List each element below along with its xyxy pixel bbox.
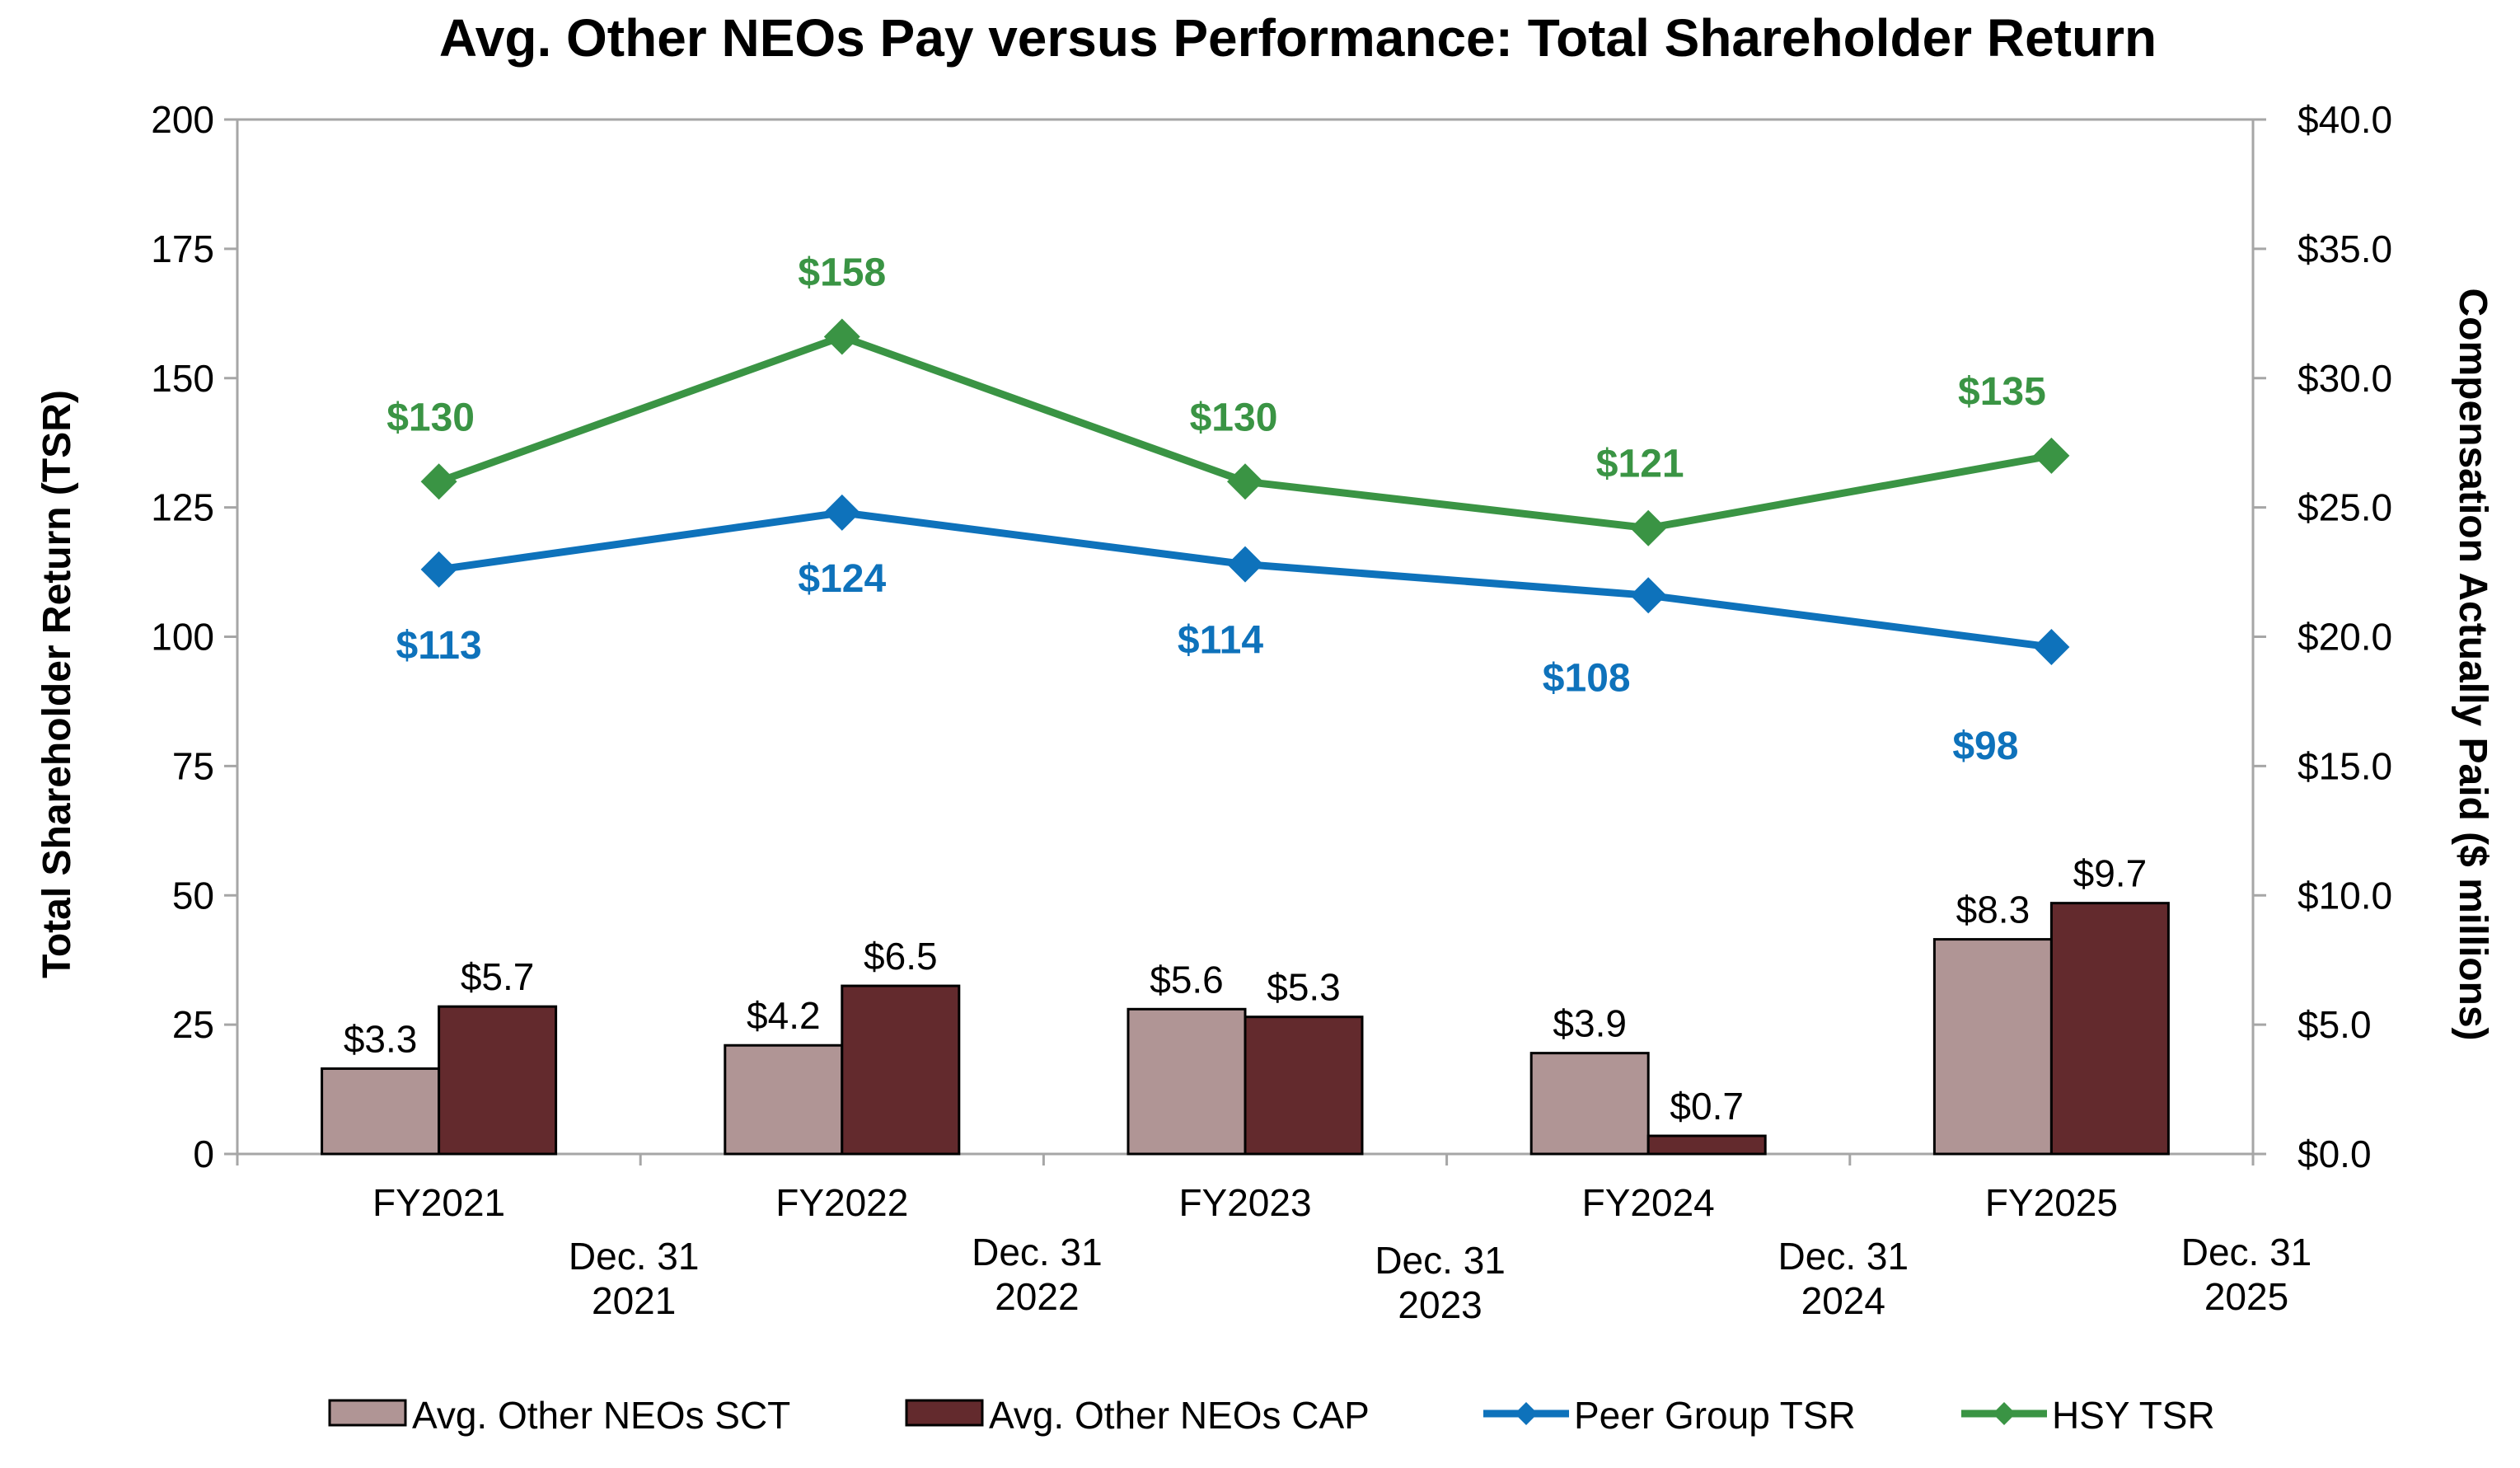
legend-item-sct-swatch bbox=[328, 1399, 407, 1427]
right-axis-tick-label: $30.0 bbox=[2298, 357, 2392, 400]
bar-sct bbox=[1529, 1052, 1650, 1156]
left-axis-tick-label: 50 bbox=[172, 874, 214, 917]
x-date-label-line1: Dec. 31 bbox=[2181, 1231, 2312, 1273]
line-marker bbox=[1630, 577, 1667, 614]
line-data-label: $130 bbox=[1190, 396, 1278, 439]
left-axis-tick-label: 200 bbox=[151, 98, 214, 141]
line-data-label: $121 bbox=[1596, 443, 1684, 486]
bar-cap bbox=[438, 1005, 558, 1156]
chart-title: Avg. Other NEOs Pay versus Performance: … bbox=[439, 8, 2157, 68]
x-date-label-line2: 2021 bbox=[592, 1279, 676, 1322]
left-axis-tick-label: 150 bbox=[151, 357, 214, 400]
legend-item-peer-group-tsr-label: Peer Group TSR bbox=[1574, 1394, 1856, 1437]
right-axis-tick-label: $35.0 bbox=[2298, 227, 2392, 270]
legend-item-hsy-tsr-label: HSY TSR bbox=[2052, 1394, 2215, 1437]
bar-data-label: $5.6 bbox=[1150, 958, 1224, 1001]
line-data-label: $158 bbox=[798, 251, 886, 295]
x-date-label-line2: 2025 bbox=[2204, 1275, 2288, 1318]
legend-item-cap-label: Avg. Other NEOs CAP bbox=[989, 1394, 1370, 1437]
bar-data-label: $3.9 bbox=[1553, 1002, 1627, 1045]
legend-item-hsy-tsr-marker bbox=[1993, 1402, 2016, 1425]
left-axis-tick-label: 100 bbox=[151, 616, 214, 659]
bar-sct bbox=[1127, 1007, 1247, 1156]
plot-area: 0 25 50 75 100 125 150 175 200 $0.0 $5.0 $10.0 $15.0… bbox=[151, 98, 2392, 1326]
x-date-label-line2: 2024 bbox=[1801, 1279, 1885, 1322]
bar-cap bbox=[2049, 902, 2170, 1156]
line-data-label: $108 bbox=[1543, 656, 1631, 700]
line-marker bbox=[823, 318, 860, 355]
x-date-label-line2: 2022 bbox=[995, 1275, 1079, 1318]
x-category-label: FY2023 bbox=[1178, 1181, 1311, 1224]
bar-data-label: $8.3 bbox=[1956, 889, 2031, 931]
left-axis-tick-label: 125 bbox=[151, 486, 214, 529]
x-category-label: FY2021 bbox=[372, 1181, 505, 1224]
bar-data-label: $6.5 bbox=[864, 935, 938, 978]
x-date-label-line1: Dec. 31 bbox=[972, 1231, 1103, 1273]
right-axis-tick-label: $0.0 bbox=[2298, 1133, 2372, 1175]
left-axis-tick-label: 75 bbox=[172, 744, 214, 787]
right-axis-tick-label: $15.0 bbox=[2298, 744, 2392, 787]
right-axis-tick-label: $20.0 bbox=[2298, 616, 2392, 659]
bar-sct bbox=[724, 1044, 844, 1156]
line-data-label: $98 bbox=[1952, 725, 2018, 768]
legend-item-cap-swatch bbox=[905, 1399, 984, 1427]
x-date-label-line1: Dec. 31 bbox=[569, 1235, 700, 1278]
line-data-label: $113 bbox=[396, 624, 482, 668]
bar-data-label: $4.2 bbox=[747, 994, 821, 1037]
bar-cap bbox=[841, 984, 961, 1156]
right-axis-title: Compensation Actually Paid ($ millions) bbox=[2451, 288, 2494, 1040]
x-date-label-line1: Dec. 31 bbox=[1778, 1235, 1909, 1278]
bar-sct bbox=[321, 1067, 441, 1156]
line-marker bbox=[1630, 509, 1667, 546]
bar-data-label: $5.7 bbox=[461, 955, 535, 998]
line-data-label: $124 bbox=[798, 557, 886, 601]
x-category-label: FY2024 bbox=[1582, 1181, 1715, 1224]
left-axis-tick-label: 25 bbox=[172, 1003, 214, 1046]
bar-sct bbox=[1932, 938, 2053, 1156]
line-data-label: $135 bbox=[1958, 370, 2046, 414]
right-axis-tick-label: $10.0 bbox=[2298, 874, 2392, 917]
legend-item-peer-group-tsr-marker bbox=[1515, 1402, 1538, 1425]
line-marker bbox=[2033, 629, 2070, 666]
bar-data-label: $0.7 bbox=[1670, 1085, 1744, 1128]
bar-data-label: $9.7 bbox=[2073, 852, 2148, 895]
line-data-label: $114 bbox=[1178, 619, 1263, 663]
bar-data-label: $3.3 bbox=[344, 1017, 418, 1060]
line-marker bbox=[1227, 463, 1263, 500]
x-category-label: FY2022 bbox=[775, 1181, 908, 1224]
line-marker bbox=[420, 551, 457, 588]
line-marker bbox=[420, 463, 457, 500]
bar-cap bbox=[1646, 1134, 1767, 1156]
left-axis-tick-label: 175 bbox=[151, 227, 214, 270]
left-axis-title: Total Shareholder Return (TSR) bbox=[35, 390, 79, 978]
right-axis-tick-label: $5.0 bbox=[2298, 1003, 2372, 1046]
bar-data-label: $5.3 bbox=[1267, 966, 1341, 1009]
right-axis-tick-label: $25.0 bbox=[2298, 486, 2392, 529]
legend: Avg. Other NEOs SCT Avg. Other NEOs CAP Pe… bbox=[328, 1394, 2215, 1437]
right-axis-tick-label: $40.0 bbox=[2298, 98, 2392, 141]
line-marker bbox=[1227, 546, 1263, 583]
x-date-label-line2: 2023 bbox=[1398, 1283, 1482, 1326]
x-category-label: FY2025 bbox=[1985, 1181, 2118, 1224]
line-marker bbox=[2033, 437, 2070, 474]
line-marker bbox=[823, 494, 860, 531]
legend-item-sct-label: Avg. Other NEOs SCT bbox=[412, 1394, 790, 1437]
bar-cap bbox=[1244, 1015, 1364, 1156]
left-axis-tick-label: 0 bbox=[193, 1133, 214, 1175]
x-date-label-line1: Dec. 31 bbox=[1375, 1239, 1506, 1282]
line-data-label: $130 bbox=[386, 396, 475, 439]
